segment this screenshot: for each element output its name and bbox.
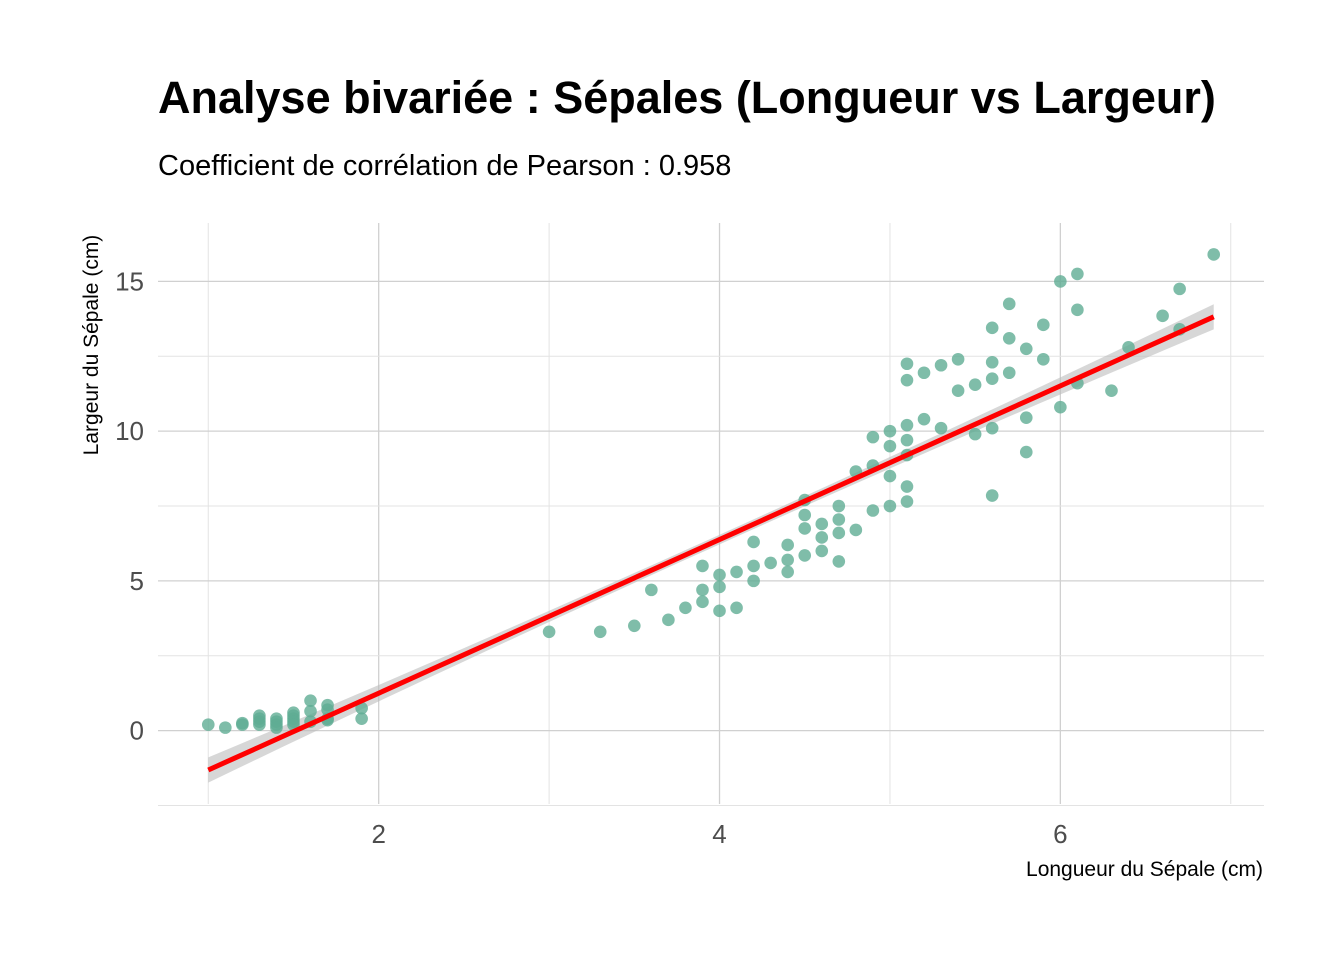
data-point [628, 619, 641, 633]
data-point [645, 583, 658, 597]
y-tick-label: 0 [130, 716, 144, 746]
data-point [593, 625, 607, 639]
data-point [815, 531, 829, 544]
x-tick-label: 6 [1053, 819, 1067, 849]
y-axis-title: Largeur du Sépale (cm) [80, 235, 103, 456]
data-point [1037, 318, 1050, 332]
data-point [696, 595, 709, 609]
data-point [798, 508, 812, 522]
data-point [747, 574, 760, 588]
data-point [815, 517, 829, 531]
data-point [713, 568, 726, 582]
data-point [1173, 282, 1186, 296]
data-point [781, 538, 794, 552]
data-point [696, 583, 709, 597]
points-layer [201, 248, 1221, 734]
data-point [951, 352, 965, 366]
data-point [985, 321, 999, 335]
ticks-layer: 2 4 6 0 5 10 15 [115, 266, 1068, 849]
data-point [951, 384, 965, 398]
data-point [985, 489, 999, 502]
data-point [832, 526, 846, 540]
data-point [917, 366, 931, 380]
data-point [1054, 275, 1067, 288]
data-point [900, 357, 914, 371]
data-point [1019, 445, 1033, 459]
data-point [1019, 411, 1033, 424]
data-point [270, 721, 283, 734]
data-point [1071, 303, 1084, 317]
data-point [764, 556, 777, 570]
data-point [1105, 384, 1118, 398]
data-point [968, 427, 982, 441]
data-point [679, 601, 692, 615]
data-point [662, 613, 675, 627]
data-point [355, 712, 368, 725]
data-point [236, 716, 249, 730]
data-point [747, 535, 760, 549]
data-point [1037, 352, 1050, 366]
data-point [985, 372, 999, 386]
data-point [900, 433, 914, 447]
data-point [798, 522, 812, 535]
data-point [713, 580, 726, 594]
data-point [1156, 309, 1169, 323]
data-point [866, 504, 880, 517]
data-point [1071, 267, 1084, 281]
data-point [730, 565, 743, 579]
chart-title: Analyse bivariée : Sépales (Longueur vs … [158, 72, 1216, 123]
data-point [219, 721, 232, 734]
grid-layer [158, 223, 1264, 806]
data-point [900, 495, 914, 508]
data-point [798, 549, 812, 562]
data-point [832, 555, 846, 568]
data-point [934, 421, 948, 435]
data-point [1002, 366, 1016, 380]
data-point [968, 378, 982, 392]
data-point [883, 499, 897, 513]
chart-subtitle: Coefficient de corrélation de Pearson : … [158, 150, 732, 182]
y-tick-label: 10 [115, 416, 144, 446]
data-point [900, 373, 914, 387]
x-tick-label: 2 [371, 819, 385, 849]
y-tick-label: 15 [115, 266, 144, 296]
data-point [713, 604, 726, 618]
data-point [781, 565, 794, 579]
data-point [985, 355, 999, 369]
data-point [883, 439, 897, 453]
data-point [815, 544, 829, 558]
x-axis-title: Longueur du Sépale (cm) [1026, 858, 1263, 881]
data-point [1019, 342, 1033, 356]
data-point [832, 513, 846, 526]
data-point [781, 553, 794, 567]
data-point [1002, 332, 1016, 345]
data-point [1002, 297, 1016, 311]
data-point [832, 499, 846, 513]
data-point [747, 559, 760, 573]
data-point [883, 424, 897, 438]
data-point [900, 480, 914, 493]
y-tick-label: 5 [130, 566, 144, 596]
data-point [866, 430, 880, 444]
x-tick-label: 4 [712, 819, 726, 849]
data-point [1207, 248, 1221, 261]
data-point [985, 421, 999, 435]
data-point [900, 418, 914, 432]
data-point [253, 718, 266, 731]
data-point [1122, 340, 1135, 354]
data-point [304, 704, 317, 718]
data-point [542, 625, 556, 639]
data-point [917, 412, 931, 426]
data-point [849, 523, 863, 537]
data-point [201, 718, 215, 731]
data-point [934, 358, 948, 372]
regression-line [207, 314, 1215, 773]
data-point [730, 601, 743, 615]
data-point [1054, 400, 1067, 414]
data-point [696, 559, 709, 573]
data-point [304, 694, 317, 707]
data-point [883, 469, 897, 483]
